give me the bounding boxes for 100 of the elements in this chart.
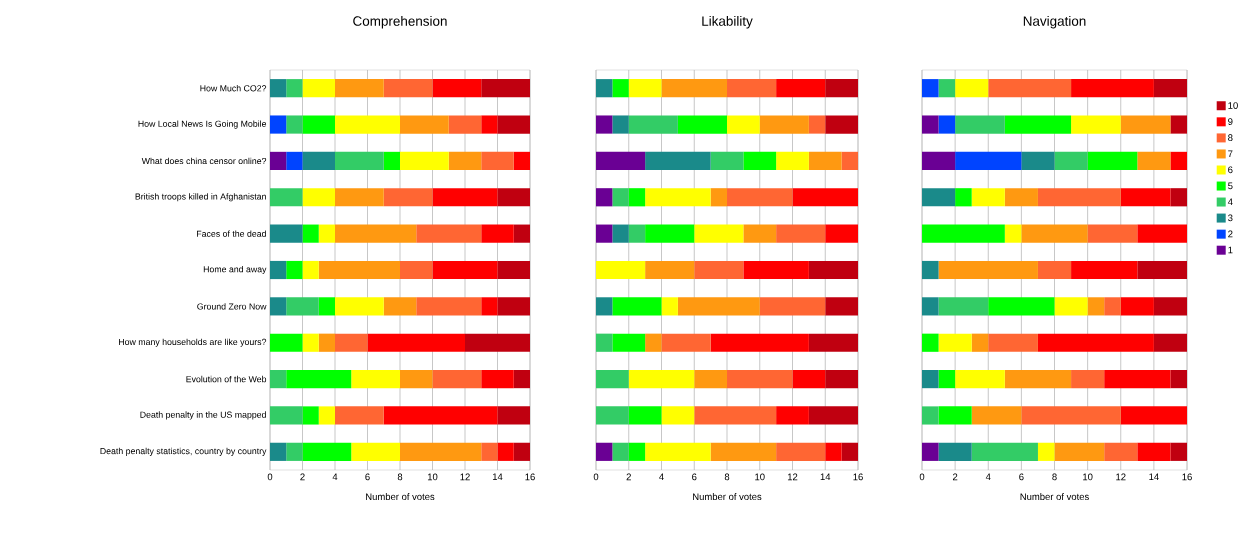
bar	[400, 151, 449, 170]
bar	[351, 442, 400, 461]
bar	[922, 151, 956, 170]
y-tick-label: How Much CO2?	[200, 84, 267, 92]
bar	[383, 79, 433, 98]
bar	[955, 370, 1005, 389]
bar	[513, 370, 530, 389]
x-tick-label: 6	[1019, 473, 1024, 481]
bar	[497, 406, 530, 425]
bar	[302, 79, 335, 98]
bar	[1120, 406, 1188, 425]
bar	[481, 370, 514, 389]
bar	[432, 188, 498, 207]
bar	[448, 115, 482, 134]
bar	[367, 333, 465, 352]
bar	[988, 79, 1072, 98]
bar	[1104, 370, 1171, 389]
bar	[1137, 442, 1171, 461]
x-tick-label: 12	[787, 473, 798, 481]
bar	[694, 224, 744, 243]
bar	[1037, 188, 1121, 207]
x-axis-title: Number of votes	[1020, 493, 1089, 501]
bar	[922, 79, 939, 98]
bar	[383, 151, 400, 170]
x-tick-label: 0	[267, 473, 273, 481]
bar	[318, 333, 335, 352]
bar	[1120, 115, 1171, 134]
bar	[808, 333, 859, 352]
bar	[270, 406, 303, 425]
bar	[302, 115, 335, 134]
bar	[710, 151, 744, 170]
bar	[922, 188, 956, 207]
bar	[776, 442, 826, 461]
bar	[1037, 333, 1154, 352]
bar	[596, 224, 613, 243]
bar	[270, 260, 287, 280]
bar	[1170, 370, 1188, 389]
bar	[727, 115, 760, 134]
x-tick-label: 12	[460, 473, 470, 481]
bar	[286, 115, 303, 134]
legend-label: 3	[1228, 214, 1233, 222]
bar	[596, 333, 613, 352]
bar	[955, 79, 989, 98]
y-tick-label: Ground Zero Now	[197, 303, 267, 310]
legend-label: 5	[1228, 182, 1233, 190]
bar	[938, 442, 972, 461]
bar	[1037, 260, 1072, 280]
bar	[513, 442, 530, 461]
bar	[743, 260, 809, 280]
legend-label: 1	[1228, 246, 1233, 254]
bar	[694, 406, 777, 425]
y-tick-label: How Local News Is Going Mobile	[138, 120, 267, 129]
bar	[335, 333, 368, 352]
bar	[727, 370, 793, 389]
bar	[1004, 115, 1072, 134]
bar	[383, 188, 433, 207]
bar	[938, 370, 956, 389]
bar	[710, 442, 777, 461]
bar	[776, 224, 826, 243]
y-tick-label: Evolution of the Web	[186, 375, 267, 383]
x-tick-label: 4	[985, 473, 991, 481]
bar	[1054, 442, 1105, 461]
x-tick-label: 14	[492, 473, 503, 481]
bar	[727, 188, 793, 207]
bar	[808, 115, 826, 134]
bar	[302, 442, 352, 461]
bar	[302, 333, 319, 352]
chart-title: Likability	[702, 15, 753, 29]
bar	[1153, 79, 1188, 98]
bar	[971, 442, 1038, 461]
bar	[335, 224, 417, 243]
bar	[792, 370, 826, 389]
bar	[628, 79, 662, 98]
bar	[1153, 297, 1188, 316]
x-tick-label: 16	[853, 473, 863, 481]
bar	[302, 151, 335, 170]
bar	[938, 260, 1038, 280]
bar	[481, 297, 498, 316]
bar	[743, 151, 777, 170]
bar	[938, 297, 989, 316]
bar	[645, 333, 662, 352]
y-tick-label: Home and away	[203, 265, 267, 275]
bar	[922, 333, 939, 352]
bar	[677, 297, 760, 316]
x-tick-label: 14	[820, 473, 831, 481]
bar	[1054, 297, 1088, 316]
x-tick-label: 10	[755, 473, 765, 481]
bar	[1120, 297, 1154, 316]
bar	[513, 224, 530, 243]
bar	[416, 297, 482, 316]
bar	[612, 442, 629, 461]
x-tick-label: 8	[397, 473, 403, 481]
x-axis-title: Number of votes	[693, 493, 762, 501]
bar	[286, 79, 303, 98]
bar	[1087, 224, 1138, 243]
bar	[596, 370, 629, 389]
bar	[1087, 151, 1138, 170]
bar	[727, 79, 777, 98]
x-axis-title: Number of votes	[366, 493, 435, 501]
x-tick-label: 0	[919, 473, 925, 481]
